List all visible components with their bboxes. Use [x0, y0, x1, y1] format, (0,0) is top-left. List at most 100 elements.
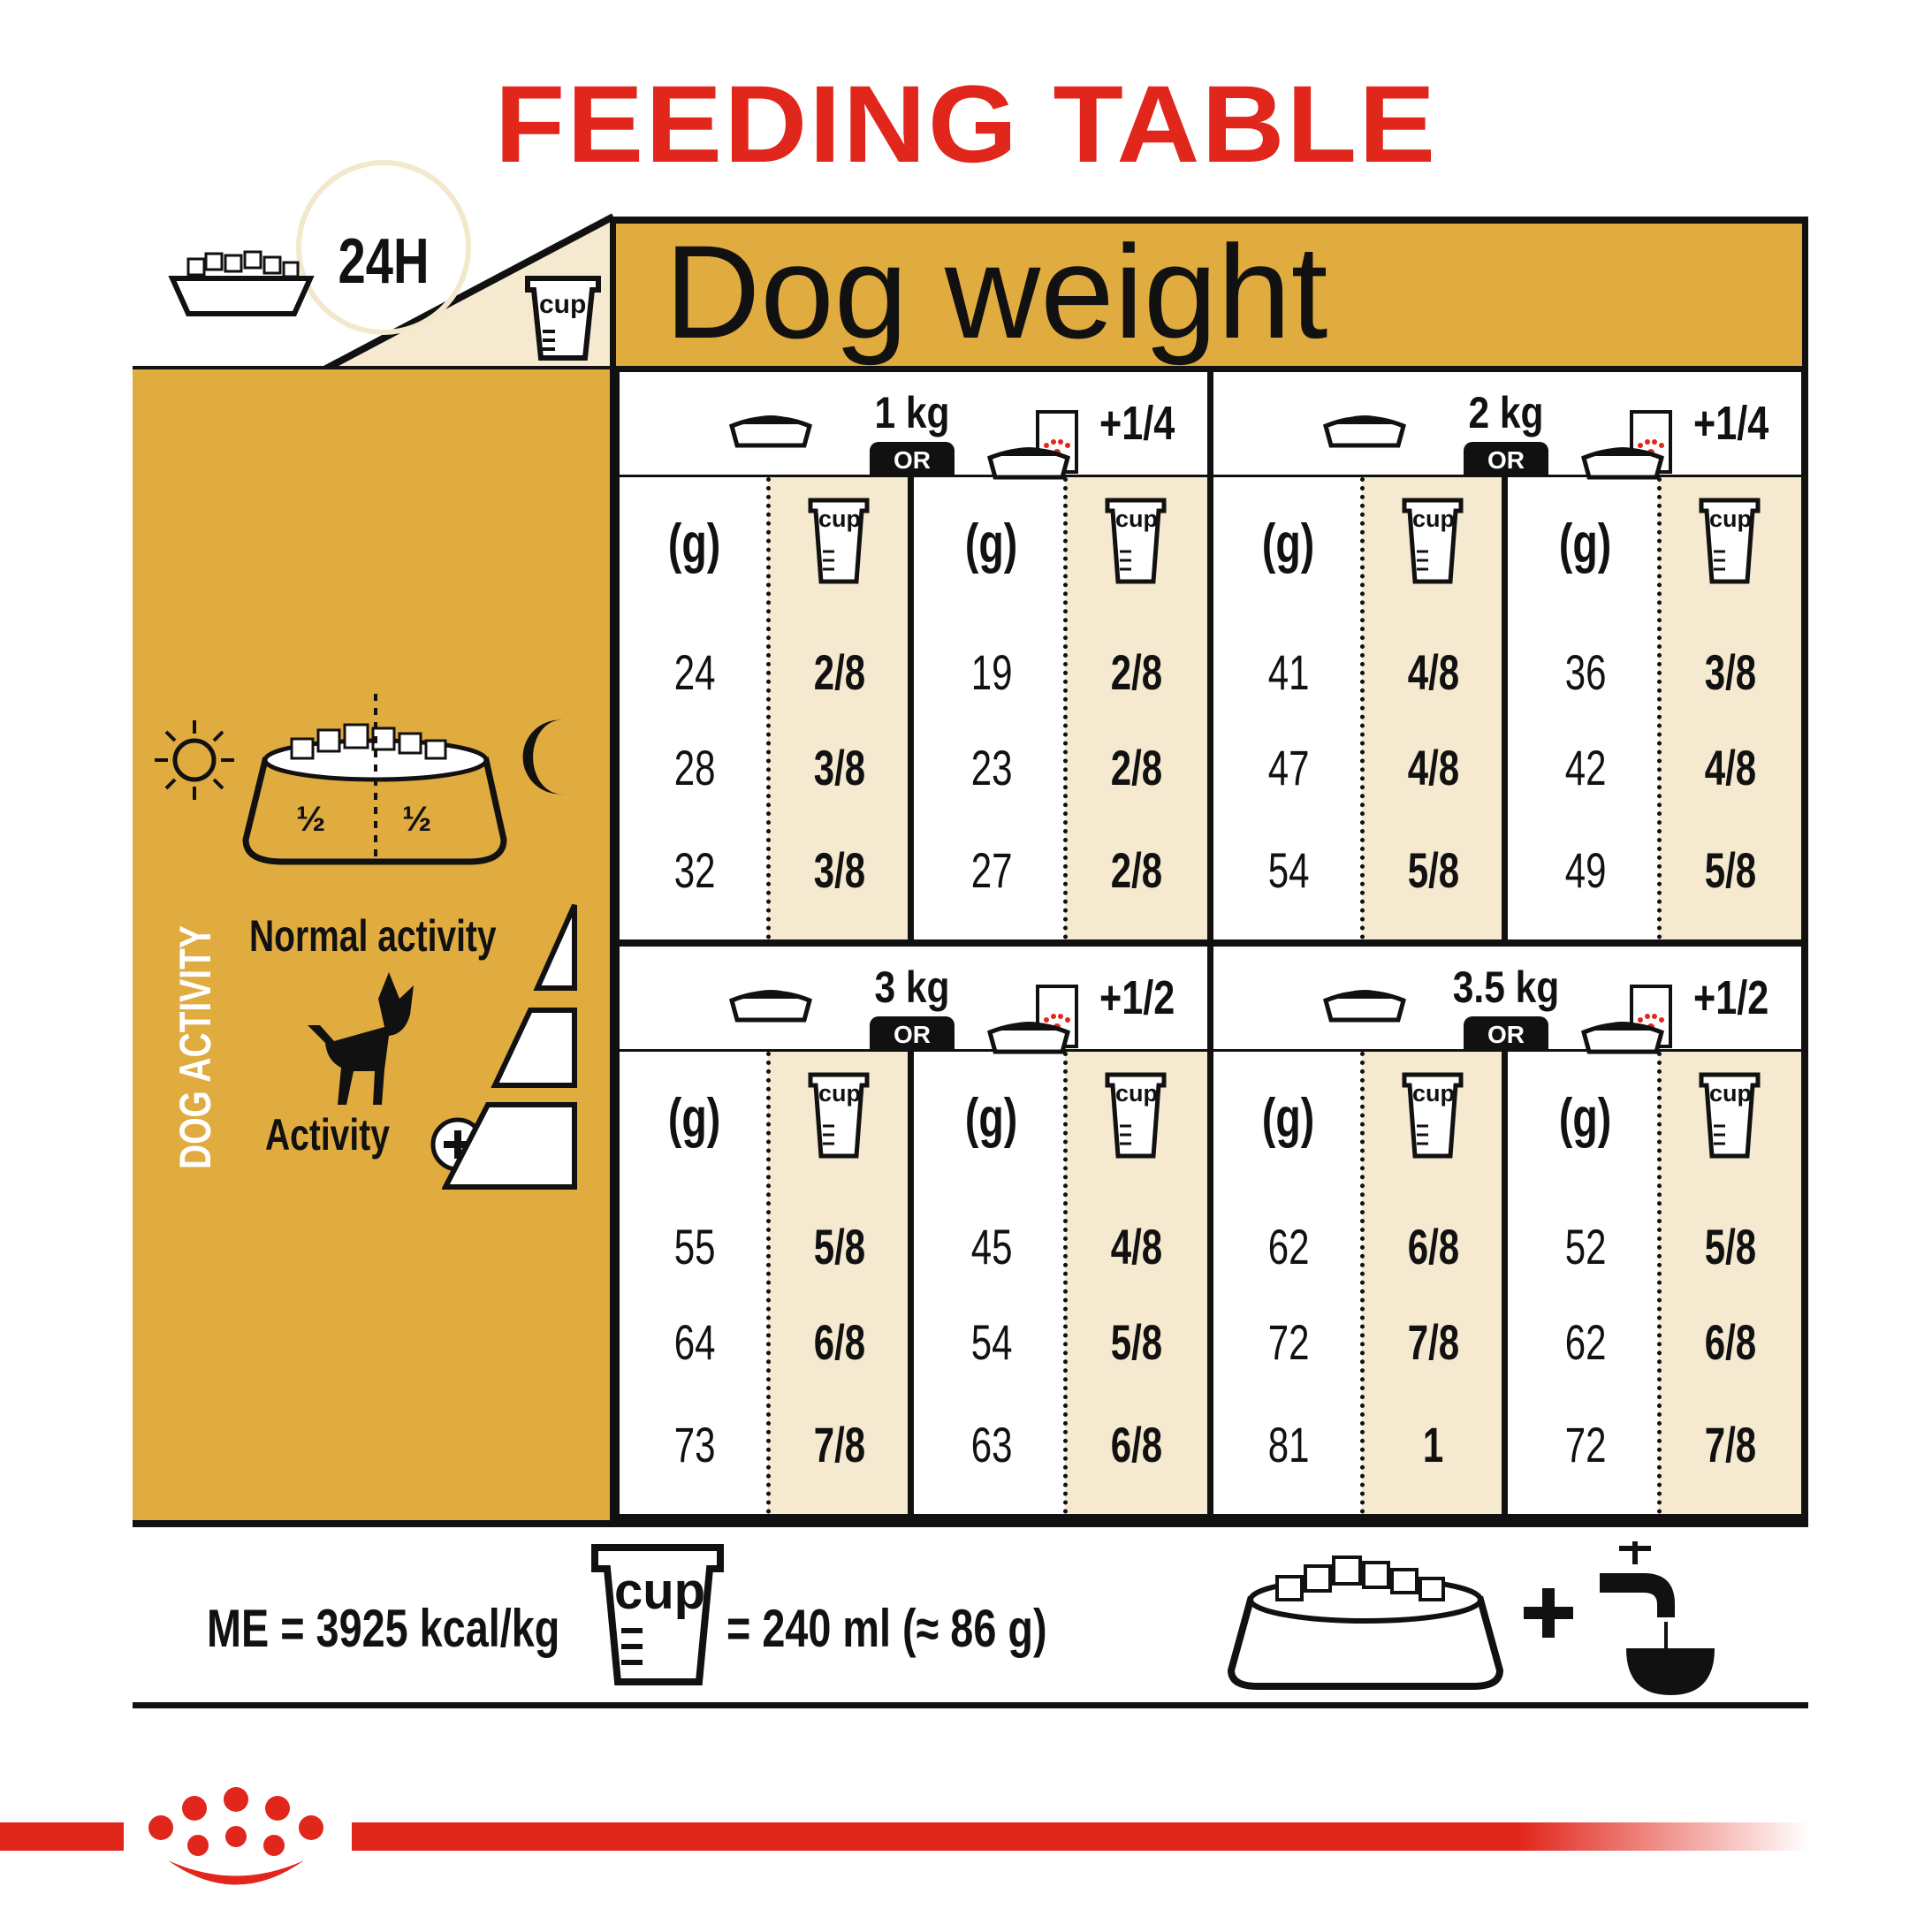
grams-value: 49: [1564, 842, 1607, 898]
mixed-feeding-icon: [1578, 983, 1693, 1067]
activity-level-triangles: [442, 903, 577, 1190]
metabolizable-energy: ME = 3925 kcal/kg: [207, 1599, 560, 1658]
dotted-divider: [766, 1052, 771, 1514]
half-right-label: ½: [402, 800, 432, 839]
or-badge: OR: [1464, 1016, 1548, 1052]
grams-column-header: (g): [1559, 1088, 1612, 1149]
cup-icon: cup: [808, 497, 870, 585]
weight-label: 1 kg: [874, 388, 950, 437]
cups-value: 6/8: [1704, 1314, 1757, 1370]
grams-value: 54: [1267, 842, 1310, 898]
cups-value: 5/8: [1704, 1219, 1757, 1274]
cups-value: 2/8: [1110, 842, 1163, 898]
cup-equivalent: = 240 ml (≈ 86 g): [726, 1599, 1047, 1658]
cups-value: 6/8: [1110, 1417, 1163, 1472]
cups-value: 2/8: [1110, 740, 1163, 795]
grams-value: 28: [673, 740, 716, 795]
cups-value: 3/8: [813, 740, 866, 795]
grams-column-header: (g): [668, 513, 721, 574]
or-badge: OR: [870, 1016, 955, 1052]
dry-food-bowl-icon: [726, 407, 815, 455]
split-bowl-icon: [242, 694, 507, 865]
cups-value: 7/8: [1704, 1417, 1757, 1472]
cups-value: 2/8: [813, 644, 866, 700]
grams-column-header: (g): [1262, 513, 1315, 574]
grams-value: 27: [970, 842, 1013, 898]
cups-value: 3/8: [1704, 644, 1757, 700]
wet-pouch-amount: +1/2: [1099, 971, 1175, 1024]
cups-value: 4/8: [1407, 644, 1460, 700]
cup-icon: cup: [1699, 497, 1761, 585]
cups-value: 7/8: [1407, 1314, 1460, 1370]
half-left-label: ½: [296, 800, 326, 839]
brand-bar: [352, 1822, 1810, 1851]
grams-value: 42: [1564, 740, 1607, 795]
cup-icon-large: cup: [588, 1542, 729, 1688]
cup-icon: cup: [1699, 1071, 1761, 1160]
normal-activity-label: Normal activity: [249, 911, 497, 961]
cups-value: 4/8: [1407, 740, 1460, 795]
grams-value: 32: [673, 842, 716, 898]
cups-value: 6/8: [1407, 1219, 1460, 1274]
time-24h-label: 24H: [338, 226, 430, 297]
mixed-feeding-icon: [1578, 408, 1693, 492]
grams-column-header: (g): [1559, 513, 1612, 574]
grams-value: 54: [970, 1314, 1013, 1370]
plus-activity-label: Activity: [265, 1110, 390, 1160]
page-title: FEEDING TABLE: [494, 64, 1438, 186]
grams-value: 52: [1564, 1219, 1607, 1274]
dotted-divider: [1360, 477, 1365, 939]
cups-value: 1: [1423, 1417, 1444, 1472]
dog-weight-title: Dog weight: [665, 217, 1328, 366]
divider: [133, 1702, 1808, 1708]
dotted-divider: [1063, 477, 1068, 939]
dry-food-bowl-icon: [726, 981, 815, 1030]
cups-value: 5/8: [813, 1219, 866, 1274]
grams-value: 19: [970, 644, 1013, 700]
cups-value: 2/8: [1110, 644, 1163, 700]
food-bowl-icon: [168, 250, 315, 316]
food-bowl-icon-large: [1227, 1555, 1504, 1690]
divider: [133, 1520, 1808, 1527]
dry-food-bowl-icon: [1320, 981, 1409, 1030]
grams-column-header: (g): [965, 1088, 1018, 1149]
grams-value: 63: [970, 1417, 1013, 1472]
cup-icon: cup: [1105, 497, 1167, 585]
wet-pouch-amount: +1/4: [1693, 397, 1769, 450]
cups-value: 7/8: [813, 1417, 866, 1472]
dotted-divider: [766, 477, 771, 939]
dog-weight-header: [613, 217, 1808, 369]
grams-value: 36: [1564, 644, 1607, 700]
column-separator: [1502, 477, 1508, 939]
grams-value: 64: [673, 1314, 716, 1370]
grams-column-header: (g): [965, 513, 1018, 574]
grams-value: 81: [1267, 1417, 1310, 1472]
activity-panel: [133, 369, 610, 1523]
cups-value: 3/8: [813, 842, 866, 898]
dotted-divider: [1657, 477, 1662, 939]
cup-icon: cup: [1105, 1071, 1167, 1160]
cups-value: 5/8: [1110, 1314, 1163, 1370]
mixed-feeding-icon: [985, 408, 1099, 492]
table-border: [1802, 217, 1808, 1525]
dog-silhouette-icon: [308, 972, 414, 1105]
wet-pouch-amount: +1/2: [1693, 971, 1769, 1024]
grams-value: 41: [1267, 644, 1310, 700]
cups-value: 6/8: [813, 1314, 866, 1370]
dog-activity-label: DOG ACTIVITY: [171, 925, 220, 1169]
dotted-divider: [1063, 1052, 1068, 1514]
grams-value: 62: [1564, 1314, 1607, 1370]
grams-value: 73: [673, 1417, 716, 1472]
dotted-divider: [1657, 1052, 1662, 1514]
grams-value: 45: [970, 1219, 1013, 1274]
column-separator: [908, 477, 914, 939]
or-badge: OR: [1464, 442, 1548, 477]
dry-food-bowl-icon: [1320, 407, 1409, 455]
column-separator: [1502, 1052, 1508, 1514]
grams-value: 24: [673, 644, 716, 700]
grams-value: 23: [970, 740, 1013, 795]
weight-label: 3.5 kg: [1452, 962, 1560, 1012]
divider: [133, 366, 613, 372]
moon-icon: [522, 719, 566, 795]
water-tap-icon: [1600, 1541, 1715, 1695]
